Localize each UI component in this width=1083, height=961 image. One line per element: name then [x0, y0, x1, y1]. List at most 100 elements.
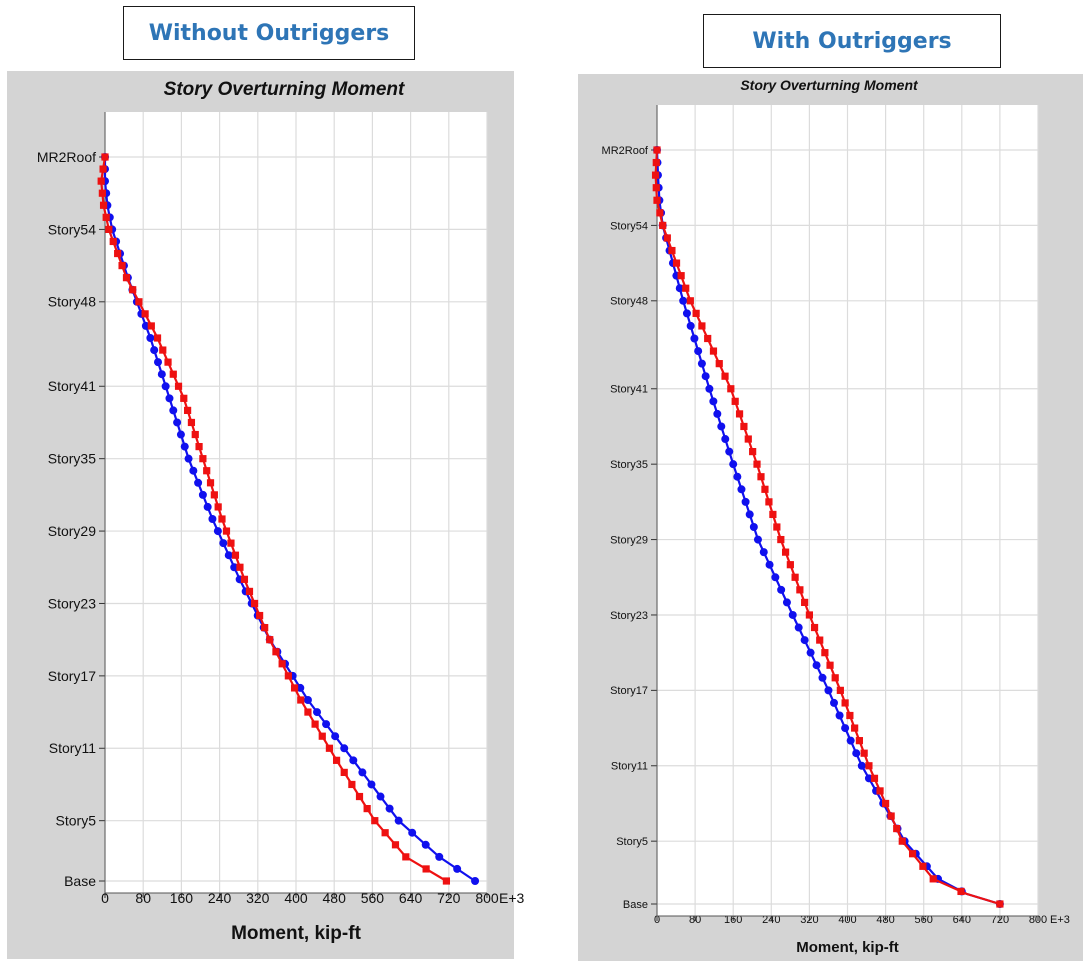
y-tick-label: Story48: [610, 296, 648, 308]
series-2-marker: [206, 479, 215, 487]
x-tick-label: 160: [170, 890, 194, 906]
series-1-marker: [165, 394, 174, 403]
series-2-marker: [709, 347, 718, 355]
series-1-marker: [322, 720, 331, 729]
series-2-marker: [99, 201, 108, 209]
series-2-marker: [240, 575, 249, 583]
chart-title: Story Overturning Moment: [740, 77, 919, 93]
series-2-marker: [245, 587, 254, 595]
series-1-marker: [219, 539, 228, 548]
series-2-marker: [893, 825, 901, 833]
series-2-marker: [311, 720, 319, 728]
series-2-marker: [332, 756, 341, 764]
series-1-marker: [385, 804, 394, 813]
series-1-marker: [189, 466, 198, 475]
series-2-marker: [846, 711, 854, 720]
y-tick-label: Story35: [610, 459, 648, 471]
x-tick-label: 320: [800, 914, 818, 926]
series-2-marker: [102, 213, 110, 221]
series-2-marker: [870, 774, 879, 782]
series-2-marker: [692, 309, 700, 317]
series-1-marker: [421, 840, 430, 849]
heading-without-outriggers: Without Outriggers: [123, 6, 415, 60]
series-2-marker: [272, 648, 280, 656]
series-2-marker: [159, 346, 167, 354]
series-1-marker: [194, 478, 203, 487]
series-1-marker: [733, 472, 742, 481]
series-2-marker: [753, 460, 761, 468]
y-tick-label: MR2Roof: [602, 145, 649, 157]
y-tick-label: Story29: [48, 523, 96, 539]
series-1-marker: [690, 334, 699, 343]
series-1-marker: [203, 502, 212, 511]
y-tick-label: Story41: [610, 384, 648, 396]
series-1-marker: [777, 585, 786, 594]
series-2-marker: [851, 724, 859, 732]
series-2-marker: [831, 674, 839, 682]
y-tick-label: Story17: [48, 668, 96, 684]
series-2-marker: [668, 246, 676, 255]
x-unit-suffix: E+3: [499, 890, 525, 906]
series-2-marker: [355, 792, 364, 801]
series-2-marker: [169, 370, 177, 378]
x-tick-label: 560: [915, 914, 933, 926]
series-2-marker: [348, 780, 356, 789]
y-tick-label: Story54: [610, 220, 648, 232]
series-2-marker: [199, 455, 207, 463]
series-2-marker: [796, 586, 804, 594]
series-2-marker: [727, 385, 735, 393]
series-2-marker: [805, 611, 813, 619]
series-2-marker: [801, 598, 809, 606]
chart-without-outriggers: 0 80 160 240 320 400 480 560 640 720 800 E+3 Base Sto…: [37, 79, 525, 944]
x-tick-label: 560: [361, 890, 385, 906]
x-tick-label: 400: [284, 890, 308, 906]
series-2-marker: [304, 708, 312, 716]
series-2-marker: [278, 660, 286, 668]
series-1-marker: [818, 673, 827, 682]
series-2-marker: [422, 865, 430, 873]
series-2-marker: [135, 298, 143, 306]
series-2-marker: [297, 696, 305, 704]
series-2-marker: [996, 900, 1004, 908]
series-2-marker: [442, 877, 451, 885]
series-1-marker: [824, 686, 833, 695]
series-2-marker: [141, 310, 149, 318]
series-2-marker: [214, 503, 222, 511]
series-1-marker: [376, 792, 385, 801]
series-2-marker: [250, 599, 259, 608]
series-1-marker: [830, 698, 839, 707]
series-2-marker: [653, 196, 661, 204]
series-1-marker: [146, 334, 155, 342]
series-2-marker: [256, 611, 264, 620]
chart-title: Story Overturning Moment: [164, 79, 405, 100]
series-1-marker: [679, 296, 688, 305]
series-1-marker: [725, 447, 734, 456]
series-2-marker: [402, 853, 410, 861]
series-1-marker: [753, 535, 762, 544]
x-tick-label: 720: [437, 890, 461, 906]
series-1-marker: [737, 485, 746, 494]
y-tick-label: Story23: [48, 595, 96, 611]
series-2-marker: [174, 382, 183, 390]
series-2-marker: [860, 749, 868, 757]
series-2-marker: [887, 812, 895, 820]
series-1-marker: [701, 372, 710, 381]
series-1-marker: [717, 422, 726, 431]
series-1-marker: [161, 382, 170, 391]
series-1-marker: [741, 497, 750, 506]
series-1-marker: [713, 409, 722, 418]
series-2-marker: [929, 875, 937, 883]
series-1-marker: [394, 816, 403, 825]
y-tick-label: Base: [64, 873, 96, 889]
series-2-marker: [682, 284, 690, 292]
x-tick-label: 640: [953, 914, 971, 926]
series-2-marker: [769, 510, 777, 519]
series-2-marker: [227, 539, 235, 547]
x-unit-suffix: E+3: [1050, 914, 1070, 926]
series-1-marker: [198, 490, 207, 499]
series-1-marker: [230, 563, 239, 572]
series-2-marker: [187, 418, 196, 427]
series-2-marker: [118, 262, 126, 270]
series-2-marker: [777, 535, 785, 544]
x-tick-label: 160: [724, 914, 742, 926]
